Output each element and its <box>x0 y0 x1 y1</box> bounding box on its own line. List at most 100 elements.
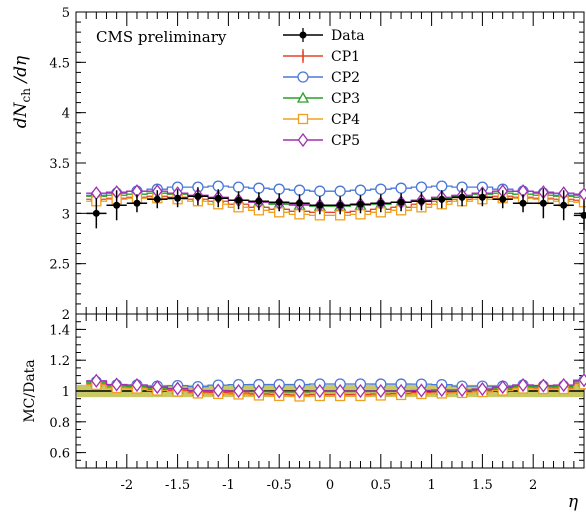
x-tick-label: -2 <box>120 478 133 493</box>
ratio-point-cp5 <box>456 382 468 398</box>
ratio-point-cp5 <box>273 384 285 399</box>
point-data <box>539 199 547 207</box>
main-y-axis: 2 2.5 3 3.5 4 4.5 5 <box>49 6 584 323</box>
ratio-point-cp5 <box>497 379 509 395</box>
x-tick-label: 1.5 <box>472 478 493 493</box>
main-panel-frame <box>75 11 585 315</box>
legend-swatch-marker <box>297 71 309 83</box>
point-data <box>235 196 243 204</box>
ratio-line-cp4 <box>86 383 584 398</box>
ratio-point-cp5 <box>416 383 427 398</box>
x-tick-label: 0 <box>326 478 334 493</box>
point-data <box>194 192 202 200</box>
ratio-point-cp5 <box>558 377 569 393</box>
x-tick-label: -0.5 <box>267 478 292 493</box>
x-tick-label: -1.5 <box>165 478 190 493</box>
cms-preliminary-label: CMS preliminary <box>96 28 227 46</box>
x-tick-label: 2 <box>529 478 537 493</box>
ratio-point-cp5 <box>212 383 224 398</box>
point-data <box>438 195 446 203</box>
point-data <box>92 209 100 217</box>
ratio-point-cp5 <box>91 373 102 388</box>
point-data <box>296 199 304 207</box>
legend: Data CP1 CP2 CP3 CP4 CP5 <box>283 28 365 149</box>
point-data <box>478 193 486 201</box>
ratio-y-tick-label: 1.2 <box>49 354 70 369</box>
legend-label: CP4 <box>331 112 360 128</box>
legend-label: CP2 <box>331 70 360 86</box>
main-y-tick-label: 3.5 <box>49 157 70 172</box>
series-data <box>86 187 586 231</box>
legend-swatch-marker <box>296 91 310 103</box>
main-y-tick-label: 5 <box>62 6 70 21</box>
point-data <box>417 197 425 205</box>
ratio-y-tick-label: 1.4 <box>49 323 70 338</box>
ratio-point-cp5 <box>131 377 143 393</box>
point-cp2 <box>253 182 265 194</box>
point-cp2 <box>354 184 367 196</box>
legend-item-cp1: CP1 <box>283 49 360 65</box>
point-cp2 <box>415 181 428 193</box>
main-y-tick-label: 2.5 <box>49 258 70 273</box>
main-y-axis-title: dNch /dη <box>11 55 33 128</box>
ratio-point-cp5 <box>578 373 586 388</box>
legend-label: Data <box>331 28 365 44</box>
legend-item-cp3: CP3 <box>283 91 360 107</box>
point-cp2 <box>232 181 245 193</box>
point-data <box>255 197 263 205</box>
point-data <box>316 201 324 209</box>
point-data <box>113 201 121 209</box>
legend-item-cp2: CP2 <box>283 70 360 86</box>
x-tick-label: 1 <box>427 478 435 493</box>
ratio-series-layer <box>86 373 586 402</box>
ratio-point-cp5 <box>192 383 204 398</box>
ratio-series-cp5 <box>86 373 586 399</box>
legend-item-data: Data <box>283 28 365 44</box>
legend-swatch-marker <box>297 113 309 125</box>
x-tick-label: 0.5 <box>370 478 391 493</box>
main-y-tick-label: 2 <box>62 308 70 323</box>
ratio-point-cp5 <box>538 378 549 393</box>
x-tick-label: -1 <box>222 478 235 493</box>
ratio-point-cp5 <box>375 383 387 399</box>
point-data <box>214 194 222 202</box>
legend-item-cp5: CP5 <box>283 132 360 149</box>
ratio-y-tick-label: 0.8 <box>49 416 70 431</box>
ratio-point-cp5 <box>355 383 366 399</box>
ratio-point-cp5 <box>517 377 529 393</box>
ratio-point-cp5 <box>253 384 265 399</box>
point-data <box>275 198 283 206</box>
ratio-y-axis-title: MC/Data <box>22 359 38 422</box>
ratio-point-cp5 <box>294 384 305 399</box>
point-cp2 <box>273 183 285 195</box>
main-y-tick-label: 4.5 <box>49 56 70 71</box>
series-line-cp3 <box>86 192 584 207</box>
point-data <box>397 198 405 206</box>
legend-label: CP1 <box>331 49 360 65</box>
ratio-point-cp5 <box>151 379 163 395</box>
point-data <box>174 194 182 202</box>
main-y-tick-label: 4 <box>62 107 70 122</box>
x-axis: -2 -1.5 -1 -0.5 0 0.5 1 1.5 2 <box>75 12 585 493</box>
main-series-layer <box>86 180 586 231</box>
point-data <box>519 199 527 207</box>
point-data <box>336 201 344 209</box>
y-title-main: dN <box>11 101 31 128</box>
point-cp2 <box>293 184 306 196</box>
ratio-point-cp5 <box>111 377 122 392</box>
point-cp2 <box>314 185 326 197</box>
point-cp2 <box>375 183 387 195</box>
point-data <box>560 201 568 209</box>
ratio-point-cp5 <box>172 381 183 396</box>
point-cp2 <box>436 180 448 192</box>
main-y-tick-label: 3 <box>62 207 70 222</box>
point-data <box>133 199 141 207</box>
point-data <box>377 199 385 207</box>
ratio-point-cp5 <box>477 381 488 397</box>
ratio-point-cp5 <box>233 383 244 399</box>
series-line-cp1 <box>86 195 584 213</box>
ratio-point-cp5 <box>395 383 407 399</box>
x-axis-title: η <box>568 492 579 512</box>
point-data <box>153 195 161 203</box>
